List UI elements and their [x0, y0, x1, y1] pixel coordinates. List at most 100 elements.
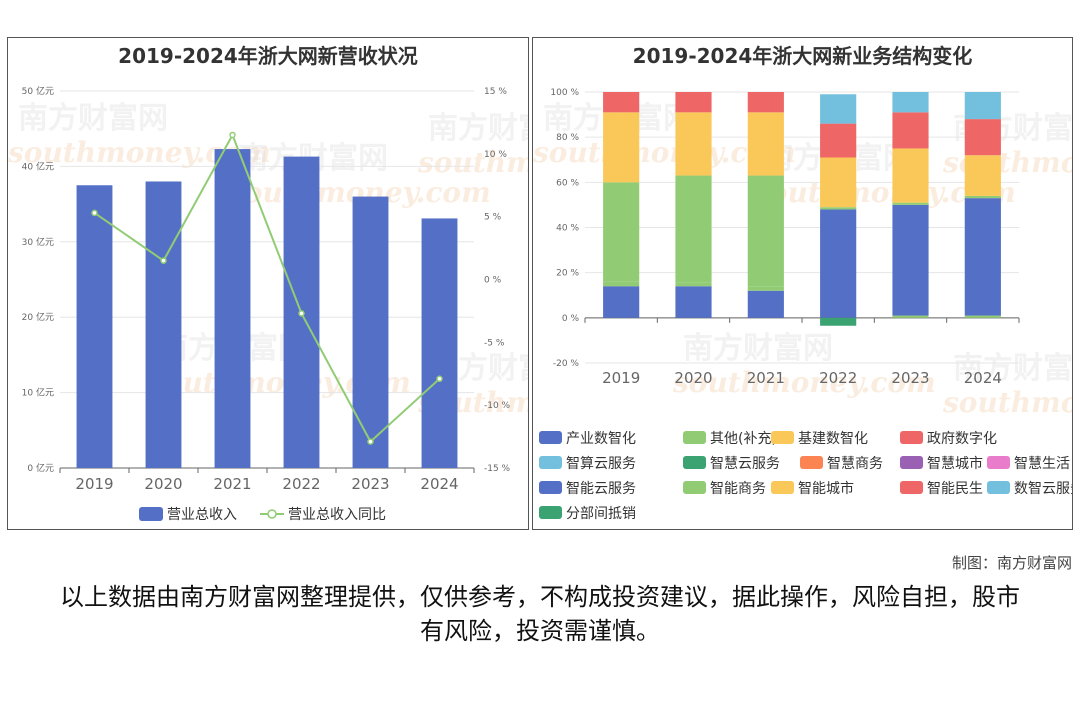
legend-swatch — [987, 481, 1010, 494]
x-axis-tick-label: 2019 — [602, 369, 640, 387]
legend-label: 智算云服务 — [566, 456, 636, 472]
stacked-bar-segment — [820, 94, 857, 124]
stacked-bar-segment — [747, 92, 784, 113]
stacked-bar-segment — [603, 281, 640, 287]
x-axis-tick-label: 2023 — [891, 369, 929, 387]
x-axis-tick-label: 2023 — [351, 475, 389, 493]
legend-label: 基建数智化 — [798, 430, 868, 447]
y2-axis-tick-label: 15 % — [484, 87, 507, 97]
revenue-bar — [76, 185, 113, 468]
stacked-bar-segment — [820, 209, 857, 318]
yoy-point — [160, 257, 167, 264]
legend-swatch — [539, 431, 562, 444]
stacked-bar-segment — [675, 286, 712, 318]
watermark-text: 南方财富网 — [683, 331, 833, 366]
stacked-bar-segment — [747, 112, 784, 176]
yoy-point — [367, 438, 374, 445]
stacked-bar-segment — [603, 92, 640, 113]
legend-swatch-yoy-marker — [267, 509, 277, 519]
watermark-text-en: southmoney.com — [942, 386, 1073, 419]
revenue-bar — [352, 196, 389, 468]
y-axis-tick-label: 40 亿元 — [22, 160, 54, 172]
watermark-text: 南方财富网 — [953, 351, 1073, 386]
disclaimer-text: 以上数据由南方财富网整理提供，仅供参考，不构成投资建议，据此操作，风险自担，股市… — [60, 583, 1020, 645]
y2-axis-tick-label: -15 % — [484, 464, 511, 474]
legend-label: 智能城市 — [798, 480, 854, 497]
stacked-bar-segment — [747, 286, 784, 291]
watermark-text-en: southmoney.com — [942, 146, 1073, 179]
y-axis-tick-label: 30 亿元 — [22, 236, 54, 248]
y-axis-tick-label: 0 亿元 — [27, 462, 54, 474]
y-axis-tick-label: 40 % — [556, 224, 579, 234]
legend-label: 政府数字化 — [927, 431, 997, 447]
stacked-bar-segment — [675, 92, 712, 113]
x-axis-tick-label: 2020 — [674, 369, 712, 387]
legend-label: 智慧云服务 — [710, 456, 780, 472]
legend-label: 分部间抵销 — [566, 506, 636, 522]
legend-swatch — [900, 456, 923, 469]
y-axis-tick-label: 100 % — [550, 88, 579, 98]
stacked-bar-segment — [820, 317, 857, 326]
legend-swatch — [771, 431, 794, 444]
legend-swatch — [800, 456, 823, 469]
legend-label: 营业总收入同比 — [288, 507, 386, 523]
stacked-bar-segment — [747, 290, 784, 318]
watermark-text-en: southmoney.com — [672, 366, 936, 399]
stacked-bar-segment — [675, 112, 712, 176]
stacked-bar-segment — [892, 112, 929, 149]
stacked-bar-segment — [964, 119, 1001, 156]
yoy-point — [298, 310, 305, 317]
yoy-point — [229, 131, 236, 139]
stacked-bar-segment — [964, 155, 1001, 196]
legend-swatch — [771, 481, 794, 494]
stacked-bar-segment — [964, 198, 1001, 316]
y-axis-tick-label: 50 亿元 — [22, 85, 54, 97]
stacked-bar-segment — [820, 123, 857, 158]
legend-label: 智慧商务 — [827, 456, 883, 472]
x-axis-tick-label: 2020 — [144, 475, 182, 493]
chart-credit: 制图：南方财富网 — [951, 554, 1072, 572]
x-axis-tick-label: 2024 — [420, 475, 458, 493]
stacked-bar-segment — [820, 157, 857, 208]
x-axis-tick-label: 2022 — [282, 475, 320, 493]
stacked-bar-segment — [964, 315, 1001, 318]
stacked-bar-segment — [892, 92, 929, 113]
watermark-text: 南方财富网 — [428, 111, 529, 146]
business-structure-chart-panel: 南方财富网southmoney.com南方财富网southmoney.com南方… — [532, 37, 1073, 530]
business-structure-chart: 南方财富网southmoney.com南方财富网southmoney.com南方… — [533, 88, 1073, 522]
y-axis-tick-label: -20 % — [553, 359, 580, 369]
y-axis-tick-label: 60 % — [556, 178, 579, 188]
y-axis-tick-label: 20 % — [556, 269, 579, 279]
legend-swatch — [539, 456, 562, 469]
y-axis-tick-label: 0 % — [562, 314, 580, 324]
y2-axis-tick-label: 0 % — [484, 276, 502, 286]
y-axis-tick-label: 80 % — [556, 133, 579, 143]
legend-swatch — [900, 431, 923, 444]
x-axis-tick-label: 2021 — [213, 475, 251, 493]
y2-axis-tick-label: -5 % — [484, 338, 505, 348]
legend-label: 数智云服务 — [1014, 481, 1073, 497]
yoy-line — [93, 132, 441, 444]
legend-label: 营业总收入 — [167, 507, 237, 523]
stacked-bar-segment — [892, 204, 929, 316]
y2-axis-tick-label: -10 % — [484, 401, 511, 411]
yoy-point — [436, 375, 443, 383]
stacked-bar-segment — [892, 315, 929, 318]
legend-swatch — [539, 506, 562, 519]
yoy-point — [91, 209, 98, 217]
watermark-text-en: southmoney.com — [417, 146, 529, 179]
y2-axis-tick-label: 10 % — [484, 150, 507, 160]
legend-swatch-revenue — [139, 507, 163, 521]
legend-swatch — [900, 481, 923, 494]
revenue-chart: 南方财富网southmoney.com南方财富网southmoney.com南方… — [8, 85, 529, 523]
legend-label: 其他(补充) — [710, 431, 777, 447]
x-axis-tick-label: 2019 — [75, 475, 113, 493]
legend-label: 智慧生活 — [1014, 456, 1070, 472]
stacked-bar-segment — [892, 202, 929, 205]
y-axis-tick-label: 10 亿元 — [22, 387, 54, 399]
legend-label: 智慧城市 — [927, 455, 983, 472]
stacked-bar-segment — [675, 175, 712, 283]
y-axis-tick-label: 20 亿元 — [22, 311, 54, 323]
x-axis-tick-label: 2022 — [819, 369, 857, 387]
stacked-bar-segment — [892, 148, 929, 203]
